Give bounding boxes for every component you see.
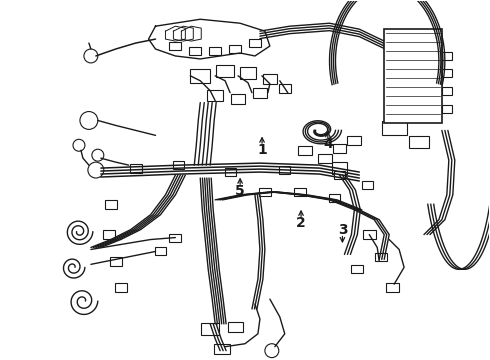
FancyBboxPatch shape: [442, 52, 452, 60]
Circle shape: [84, 49, 98, 63]
FancyBboxPatch shape: [279, 166, 290, 174]
FancyBboxPatch shape: [115, 283, 127, 292]
FancyBboxPatch shape: [351, 265, 363, 273]
Circle shape: [265, 344, 279, 357]
FancyBboxPatch shape: [154, 247, 167, 255]
FancyBboxPatch shape: [214, 344, 230, 354]
FancyBboxPatch shape: [375, 253, 387, 261]
FancyBboxPatch shape: [263, 74, 277, 84]
FancyBboxPatch shape: [382, 121, 407, 135]
Polygon shape: [148, 19, 270, 59]
FancyBboxPatch shape: [333, 144, 346, 153]
FancyBboxPatch shape: [216, 65, 234, 77]
FancyBboxPatch shape: [386, 283, 399, 292]
Circle shape: [73, 139, 85, 151]
FancyBboxPatch shape: [409, 136, 429, 148]
FancyBboxPatch shape: [190, 69, 210, 83]
Circle shape: [92, 149, 104, 161]
FancyBboxPatch shape: [189, 47, 201, 55]
FancyBboxPatch shape: [130, 164, 142, 172]
FancyBboxPatch shape: [224, 168, 236, 176]
FancyBboxPatch shape: [249, 39, 261, 47]
FancyBboxPatch shape: [347, 136, 361, 145]
FancyBboxPatch shape: [328, 194, 341, 202]
Text: 2: 2: [296, 216, 306, 230]
FancyBboxPatch shape: [240, 67, 256, 79]
FancyBboxPatch shape: [279, 84, 291, 93]
FancyBboxPatch shape: [442, 105, 452, 113]
Circle shape: [80, 112, 98, 129]
FancyBboxPatch shape: [253, 88, 267, 98]
FancyBboxPatch shape: [170, 234, 181, 242]
FancyBboxPatch shape: [442, 69, 452, 77]
FancyBboxPatch shape: [105, 201, 117, 209]
FancyBboxPatch shape: [363, 230, 376, 239]
FancyBboxPatch shape: [362, 181, 373, 189]
FancyBboxPatch shape: [201, 323, 219, 335]
FancyBboxPatch shape: [298, 146, 312, 155]
Bar: [384, 29, 442, 123]
FancyBboxPatch shape: [209, 47, 221, 55]
FancyBboxPatch shape: [207, 90, 223, 101]
FancyBboxPatch shape: [294, 188, 306, 196]
FancyBboxPatch shape: [227, 322, 243, 332]
FancyBboxPatch shape: [332, 162, 347, 174]
Text: 3: 3: [338, 223, 347, 237]
FancyBboxPatch shape: [170, 42, 181, 50]
Text: 4: 4: [323, 137, 333, 151]
FancyBboxPatch shape: [110, 257, 122, 266]
Text: 1: 1: [257, 143, 267, 157]
Circle shape: [88, 162, 104, 178]
FancyBboxPatch shape: [103, 230, 115, 239]
FancyBboxPatch shape: [229, 45, 241, 53]
FancyBboxPatch shape: [442, 87, 452, 95]
FancyBboxPatch shape: [259, 188, 271, 196]
Text: 5: 5: [235, 184, 245, 198]
FancyBboxPatch shape: [173, 161, 184, 169]
FancyBboxPatch shape: [318, 154, 332, 163]
FancyBboxPatch shape: [334, 171, 345, 179]
FancyBboxPatch shape: [231, 94, 245, 104]
